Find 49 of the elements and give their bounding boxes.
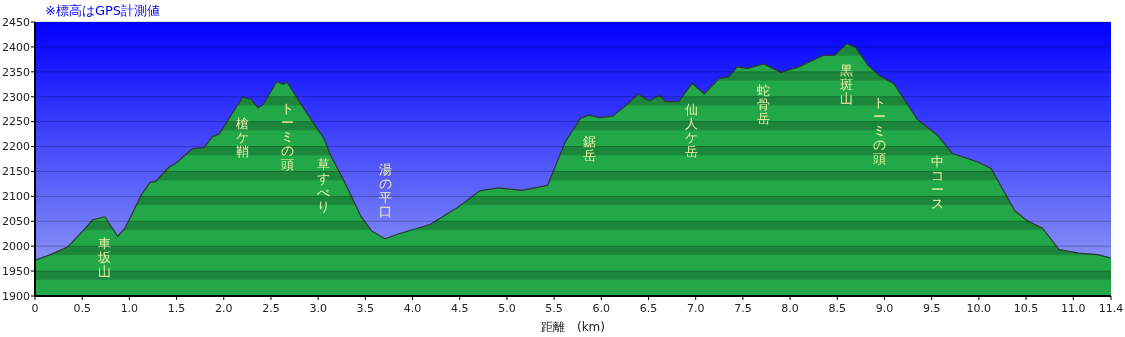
x-tick-label: 0.5 xyxy=(73,302,91,315)
x-tick-label: 8.0 xyxy=(781,302,799,315)
x-tick-label: 3.0 xyxy=(309,302,327,315)
y-tick-label: 2450 xyxy=(2,15,30,29)
annotation: 仙人ケ岳 xyxy=(685,102,699,160)
y-tick-label: 2050 xyxy=(2,215,30,229)
x-tick-label: 7.5 xyxy=(734,302,752,315)
y-tick-label: 2100 xyxy=(2,190,30,204)
x-tick-label: 4.5 xyxy=(450,302,469,315)
annotation: トーミの頭 xyxy=(280,101,294,173)
x-tick-label: 10.0 xyxy=(966,302,992,315)
annotation: 黒斑山 xyxy=(840,62,854,106)
x-tick-label: 1.5 xyxy=(167,302,186,315)
y-tick-label: 2150 xyxy=(2,165,30,179)
x-tick-label: 2.5 xyxy=(262,302,280,315)
x-tick-label: 4.0 xyxy=(403,302,422,315)
x-tick-label: 0 xyxy=(31,302,39,315)
y-tick-label: 1950 xyxy=(2,264,30,278)
y-tick-label: 2300 xyxy=(2,90,30,104)
y-tick-label: 1900 xyxy=(2,289,30,303)
annotation: 車坂山 xyxy=(97,235,112,279)
x-tick-label: 10.5 xyxy=(1013,302,1039,315)
x-tick-label: 11.0 xyxy=(1061,302,1086,315)
x-tick-label: 5.5 xyxy=(545,302,563,315)
annotation: 槍ケ鞘 xyxy=(236,116,250,160)
x-tick-label: 5.0 xyxy=(498,302,516,315)
x-tick-label: 9.5 xyxy=(922,302,941,315)
x-tick-label: 2.0 xyxy=(215,302,233,315)
annotation: 蛇骨岳 xyxy=(757,82,771,126)
y-tick-label: 2200 xyxy=(2,140,30,154)
chart-title: ※標高はGPS計測値 xyxy=(45,3,161,18)
annotation: 草すべり xyxy=(317,157,331,215)
x-tick-label: 7.0 xyxy=(686,302,705,315)
y-tick-label: 2350 xyxy=(2,65,30,79)
annotation: 中コース xyxy=(930,154,944,212)
x-axis-title: 距離 (km) xyxy=(540,320,606,334)
y-tick-label: 2250 xyxy=(2,115,30,129)
x-tick-label: 6.5 xyxy=(639,302,658,315)
y-tick-label: 2400 xyxy=(2,40,30,54)
y-tick-label: 2000 xyxy=(2,240,30,254)
x-tick-label: 9.0 xyxy=(875,302,894,315)
annotation: 鋸岳 xyxy=(582,134,596,164)
annotation: 湯の平口 xyxy=(378,161,392,219)
x-tick-label: 8.5 xyxy=(828,302,847,315)
x-tick-label: 3.5 xyxy=(356,302,375,315)
x-tick-label: 1.0 xyxy=(120,302,139,315)
x-tick-label: 6.0 xyxy=(592,302,611,315)
annotation: トーミの頭 xyxy=(873,94,887,166)
x-tick-label: 11.4 xyxy=(1098,302,1124,315)
